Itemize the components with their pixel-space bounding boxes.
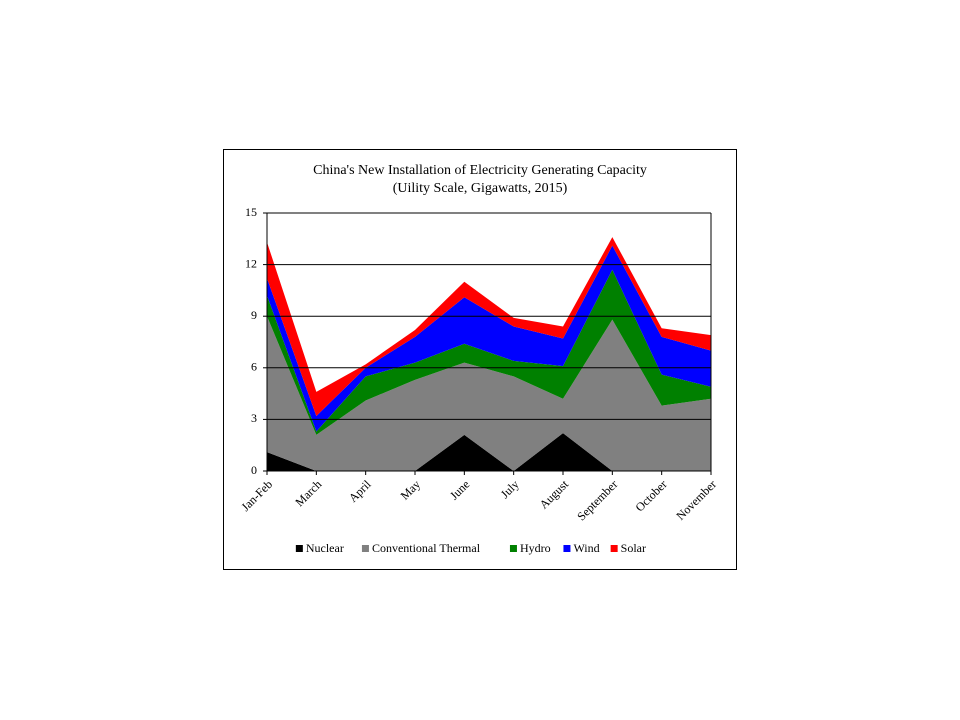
legend-swatch — [509, 545, 517, 552]
area — [267, 316, 711, 471]
area — [267, 237, 711, 416]
legend-label: Wind — [573, 541, 599, 555]
chart-subtitle: (Uility Scale, Gigawatts, 2015) — [393, 181, 568, 196]
legend-label: Nuclear — [306, 541, 344, 555]
y-tick-label: 15 — [245, 205, 257, 219]
y-tick-label: 3 — [251, 411, 257, 425]
area — [267, 245, 711, 432]
legend-label: Conventional Thermal — [372, 541, 481, 555]
legend-swatch — [563, 545, 571, 552]
y-tick-label: 0 — [251, 463, 257, 477]
legend-swatch — [361, 545, 369, 552]
legend-label: Solar — [621, 541, 646, 555]
y-tick-label: 9 — [251, 308, 257, 322]
area — [267, 433, 711, 471]
legend-label: Hydro — [520, 541, 551, 555]
y-tick-label: 6 — [251, 360, 257, 374]
area — [267, 269, 711, 435]
y-tick-label: 12 — [245, 256, 257, 270]
chart-title: China's New Installation of Electricity … — [313, 163, 647, 178]
legend-swatch — [295, 545, 303, 552]
legend-swatch — [610, 545, 618, 552]
